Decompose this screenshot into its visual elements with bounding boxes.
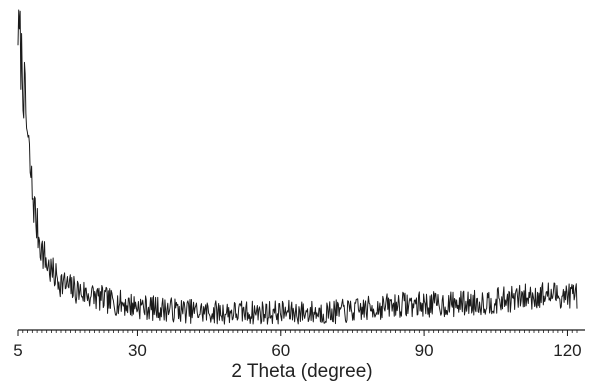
x-axis-label: 2 Theta (degree): [231, 361, 372, 381]
x-tick-label: 60: [271, 341, 290, 360]
x-tick-label: 90: [415, 341, 434, 360]
x-tick-label: 120: [553, 341, 581, 360]
x-tick-label: 30: [128, 341, 147, 360]
xrd-pattern-line-0: [17, 9, 578, 325]
x-axis: 5 30 60 90 120: [13, 329, 585, 360]
plot-area: [17, 9, 578, 325]
x-tick-label: 5: [13, 341, 22, 360]
